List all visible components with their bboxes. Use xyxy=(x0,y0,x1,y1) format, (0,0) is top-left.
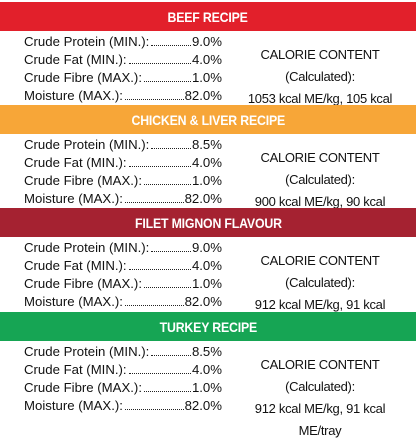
beef-analysis: Crude Protein (MIN.): 9.0% Crude Fat (MIN… xyxy=(0,31,416,128)
nutrient-row: Moisture (MAX.): 82.0% xyxy=(24,292,222,311)
turkey-recipe-header: TURKEY RECIPE xyxy=(0,312,416,341)
nutrient-label: Crude Fibre (MAX.): xyxy=(24,70,142,85)
beef-recipe-header: BEEF RECIPE xyxy=(0,2,416,31)
recipe-title: BEEF RECIPE xyxy=(167,8,249,25)
nutrient-label: Crude Protein (MIN.): xyxy=(24,344,150,359)
nutrient-value: 4.0% xyxy=(191,155,222,170)
recipe-title: CHICKEN & LIVER RECIPE xyxy=(131,111,285,128)
leader-dots xyxy=(151,148,191,149)
turkey-analysis: Crude Protein (MIN.): 8.5% Crude Fat (MIN… xyxy=(0,341,416,438)
nutrient-row: Crude Fibre (MAX.): 1.0% xyxy=(24,274,222,293)
nutrient-row: Crude Protein (MIN.): 9.0% xyxy=(24,238,222,257)
nutrient-label: Moisture (MAX.): xyxy=(24,191,123,206)
leader-dots xyxy=(128,63,191,64)
nutrient-row: Crude Fat (MIN.): 4.0% xyxy=(24,360,222,379)
calorie-value: 912 kcal ME/kg, 91 kcal ME/tray xyxy=(254,401,386,438)
turkey-recipe-panel: TURKEY RECIPE Crude Protein (MIN.): 8.5% … xyxy=(0,312,416,438)
nutrient-row: Crude Protein (MIN.): 8.5% xyxy=(24,135,222,154)
nutrient-value: 4.0% xyxy=(191,258,222,273)
beef-recipe-panel: BEEF RECIPE Crude Protein (MIN.): 9.0% Cr… xyxy=(0,2,416,128)
filet-mignon-recipe-panel: FILET MIGNON FLAVOUR Crude Protein (MIN.… xyxy=(0,208,416,334)
leader-dots xyxy=(128,269,191,270)
nutrient-value: 9.0% xyxy=(191,34,222,49)
recipe-title: FILET MIGNON FLAVOUR xyxy=(134,214,282,231)
calorie-heading: CALORIE CONTENT (Calculated): xyxy=(260,357,380,394)
calorie-heading: CALORIE CONTENT (Calculated): xyxy=(260,150,380,187)
nutrient-value: 1.0% xyxy=(191,380,222,395)
leader-dots xyxy=(151,251,191,252)
recipe-title: TURKEY RECIPE xyxy=(159,318,257,335)
nutrient-row: Moisture (MAX.): 82.0% xyxy=(24,86,222,105)
leader-dots xyxy=(128,373,191,374)
nutrient-label: Moisture (MAX.): xyxy=(24,88,123,103)
leader-dots xyxy=(128,166,191,167)
leader-dots xyxy=(143,391,191,392)
nutrient-value: 4.0% xyxy=(191,52,222,67)
calorie-content: CALORIE CONTENT (Calculated): 912 kcal M… xyxy=(232,354,408,442)
calorie-content: CALORIE CONTENT (Calculated): 912 kcal M… xyxy=(232,250,408,338)
nutrient-value: 82.0% xyxy=(184,398,222,413)
leader-dots xyxy=(124,99,184,100)
nutrient-row: Moisture (MAX.): 82.0% xyxy=(24,396,222,415)
chicken-liver-recipe-header: CHICKEN & LIVER RECIPE xyxy=(0,105,416,134)
nutrient-value: 1.0% xyxy=(191,70,222,85)
calorie-heading: CALORIE CONTENT (Calculated): xyxy=(260,47,380,84)
nutrient-label: Crude Fibre (MAX.): xyxy=(24,380,142,395)
nutrient-row: Crude Fat (MIN.): 4.0% xyxy=(24,153,222,172)
calorie-heading: CALORIE CONTENT (Calculated): xyxy=(260,253,380,290)
nutrient-value: 82.0% xyxy=(184,191,222,206)
nutrient-label: Crude Protein (MIN.): xyxy=(24,137,150,152)
nutrient-value: 4.0% xyxy=(191,362,222,377)
nutrient-row: Crude Fat (MIN.): 4.0% xyxy=(24,50,222,69)
nutrient-row: Moisture (MAX.): 82.0% xyxy=(24,189,222,208)
nutrient-label: Crude Fibre (MAX.): xyxy=(24,276,142,291)
nutrient-value: 82.0% xyxy=(184,294,222,309)
filet-mignon-recipe-header: FILET MIGNON FLAVOUR xyxy=(0,208,416,237)
nutrient-value: 8.5% xyxy=(191,137,222,152)
leader-dots xyxy=(124,409,184,410)
nutrient-label: Crude Protein (MIN.): xyxy=(24,240,150,255)
leader-dots xyxy=(143,81,191,82)
chicken-liver-recipe-panel: CHICKEN & LIVER RECIPE Crude Protein (MI… xyxy=(0,105,416,231)
nutrient-label: Moisture (MAX.): xyxy=(24,398,123,413)
filet-mignon-analysis: Crude Protein (MIN.): 9.0% Crude Fat (MIN… xyxy=(0,237,416,334)
leader-dots xyxy=(124,202,184,203)
chicken-liver-analysis: Crude Protein (MIN.): 8.5% Crude Fat (MIN… xyxy=(0,134,416,231)
leader-dots xyxy=(151,355,191,356)
nutrient-label: Crude Fat (MIN.): xyxy=(24,362,127,377)
nutrient-row: Crude Fibre (MAX.): 1.0% xyxy=(24,378,222,397)
leader-dots xyxy=(124,305,184,306)
nutrient-row: Crude Protein (MIN.): 9.0% xyxy=(24,32,222,51)
nutrient-value: 8.5% xyxy=(191,344,222,359)
nutrient-value: 1.0% xyxy=(191,276,222,291)
leader-dots xyxy=(151,45,191,46)
nutrient-label: Crude Fibre (MAX.): xyxy=(24,173,142,188)
nutrient-label: Moisture (MAX.): xyxy=(24,294,123,309)
nutrient-value: 1.0% xyxy=(191,173,222,188)
nutrient-row: Crude Protein (MIN.): 8.5% xyxy=(24,342,222,361)
nutrient-label: Crude Fat (MIN.): xyxy=(24,155,127,170)
nutrient-value: 9.0% xyxy=(191,240,222,255)
nutrient-label: Crude Protein (MIN.): xyxy=(24,34,150,49)
leader-dots xyxy=(143,184,191,185)
nutrient-value: 82.0% xyxy=(184,88,222,103)
leader-dots xyxy=(143,287,191,288)
nutrient-row: Crude Fibre (MAX.): 1.0% xyxy=(24,68,222,87)
nutrient-label: Crude Fat (MIN.): xyxy=(24,52,127,67)
nutrient-label: Crude Fat (MIN.): xyxy=(24,258,127,273)
nutrient-row: Crude Fibre (MAX.): 1.0% xyxy=(24,171,222,190)
nutrient-row: Crude Fat (MIN.): 4.0% xyxy=(24,256,222,275)
